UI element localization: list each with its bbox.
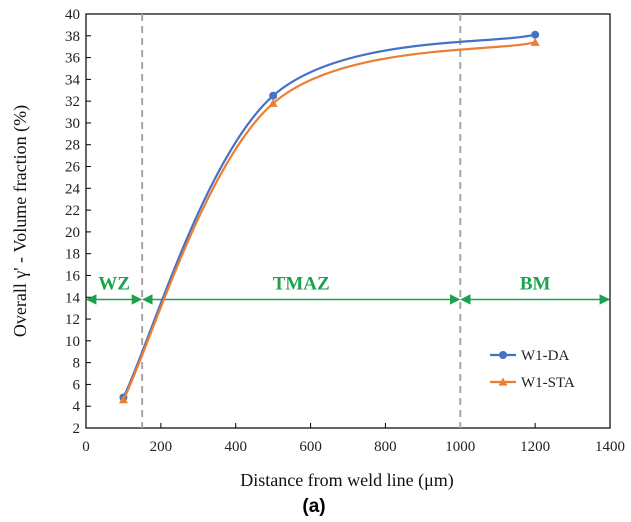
- y-tick-label: 34: [65, 72, 81, 88]
- legend-item-w1-da: W1-DA: [490, 348, 569, 364]
- legend-label: W1-DA: [521, 348, 569, 364]
- y-tick-label: 40: [65, 7, 80, 23]
- y-tick-label: 20: [65, 225, 80, 241]
- x-axis-ticks: 0 200 400 600 800 1000 1200 1400: [82, 423, 625, 455]
- data-point: [269, 91, 278, 100]
- region-label-bm: BM: [520, 273, 551, 294]
- region-label-wz: WZ: [98, 273, 130, 294]
- y-tick-label: 26: [65, 160, 81, 176]
- series-line: [122, 41, 536, 401]
- plot-frame: [85, 13, 611, 429]
- x-tick-label: 200: [150, 439, 173, 455]
- x-tick-label: 600: [299, 439, 322, 455]
- x-tick-label: 800: [374, 439, 397, 455]
- region-boundaries: [141, 14, 462, 428]
- y-tick-label: 22: [65, 203, 80, 219]
- y-tick-label: 12: [65, 312, 80, 328]
- data-point: [268, 98, 278, 107]
- legend-item-w1-sta: W1-STA: [490, 375, 575, 391]
- legend-label: W1-STA: [521, 375, 575, 391]
- x-tick-label: 1000: [445, 439, 475, 455]
- x-axis-title: Distance from weld line (μm): [240, 470, 454, 491]
- y-tick-label: 6: [73, 377, 81, 393]
- data-point: [118, 395, 128, 404]
- legend-marker: [498, 377, 508, 386]
- y-tick-label: 4: [73, 399, 81, 415]
- y-tick-label: 28: [65, 138, 80, 154]
- y-tick-label: 10: [65, 334, 80, 350]
- region-label-tmaz: TMAZ: [273, 273, 330, 294]
- y-axis-title: Overall γ' - Volume fraction (%): [10, 105, 31, 337]
- series-w1-sta: [118, 37, 540, 404]
- x-tick-label: 1400: [595, 439, 625, 455]
- y-tick-label: 38: [65, 29, 80, 45]
- x-tick-label: 1200: [520, 439, 550, 455]
- y-tick-label: 2: [73, 421, 81, 437]
- y-tick-label: 32: [65, 94, 80, 110]
- x-tick-label: 0: [82, 439, 90, 455]
- y-tick-label: 18: [65, 247, 80, 263]
- y-tick-label: 16: [65, 268, 81, 284]
- y-tick-label: 8: [73, 356, 81, 372]
- y-tick-label: 24: [65, 181, 81, 197]
- figure-caption: (a): [302, 496, 325, 517]
- series-line: [122, 33, 536, 398]
- legend: W1-DA W1-STA: [490, 348, 575, 391]
- y-tick-label: 30: [65, 116, 80, 132]
- data-point: [531, 30, 540, 39]
- series-w1-da: [119, 30, 540, 402]
- plot-area-border: [85, 13, 611, 429]
- series-layer: [118, 30, 540, 404]
- legend-marker: [499, 351, 507, 359]
- data-point: [530, 37, 540, 46]
- y-tick-label: 14: [65, 290, 81, 306]
- y-tick-label: 36: [65, 51, 81, 67]
- region-arrows: WZ TMAZ BM: [85, 273, 611, 305]
- x-tick-label: 400: [224, 439, 247, 455]
